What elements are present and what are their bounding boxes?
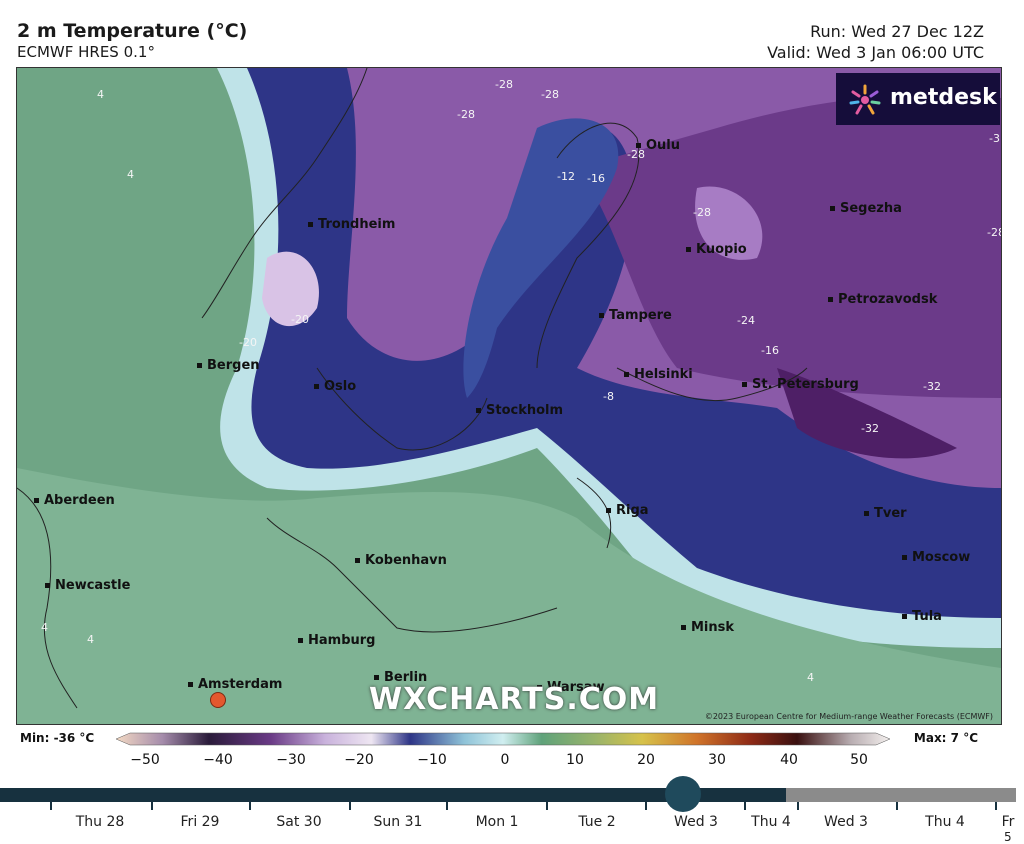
contour-label: -16 [761, 344, 779, 357]
city-petrozavodsk: Petrozavodsk [828, 292, 937, 307]
timeline-progress[interactable] [0, 788, 786, 802]
min-label: Min: -36 °C [20, 731, 95, 745]
run-time: Run: Wed 27 Dec 12Z [810, 22, 984, 41]
city-bergen: Bergen [197, 358, 260, 373]
contour-label: -24 [737, 314, 755, 327]
timeline-day-label[interactable]: Thu 4 [925, 814, 965, 830]
timeline-day-label[interactable]: Fri 29 [180, 814, 220, 830]
colorbar: Min: -36 °C [16, 728, 1000, 774]
timeline-mark [896, 802, 898, 810]
colorbar-tick: 20 [637, 752, 655, 768]
timeline-day-label-trailing: 5 [1004, 830, 1012, 844]
timeline-day-label[interactable]: Tue 2 [578, 814, 616, 830]
timeline-mark [249, 802, 251, 810]
colorbar-tick: −10 [417, 752, 447, 768]
timeline-mark [797, 802, 799, 810]
city-kuopio: Kuopio [686, 242, 747, 257]
timeline-remaining[interactable] [786, 788, 1016, 802]
timeline-mark [645, 802, 647, 810]
contour-label: 4 [87, 633, 94, 646]
contour-label: 4 [807, 671, 814, 684]
timeline-day-label[interactable]: Wed 3 [824, 814, 868, 830]
timeline-day-label[interactable]: Thu 4 [751, 814, 791, 830]
contour-label: -3 [989, 132, 1000, 145]
contour-label: -28 [457, 108, 475, 121]
city-kobenhavn: Kobenhavn [355, 553, 447, 568]
timeline-day-label[interactable]: Fr [1001, 814, 1015, 830]
city-st-petersburg: St. Petersburg [742, 377, 859, 392]
chart-frame: 2 m Temperature (°C) ECMWF HRES 0.1° Run… [16, 20, 1002, 774]
city-berlin: Berlin [374, 670, 427, 685]
city-moscow: Moscow [902, 550, 970, 565]
contour-label: -20 [291, 313, 309, 326]
wxcharts-watermark: WXCHARTS.COM [369, 682, 660, 717]
city-segezha: Segezha [830, 201, 902, 216]
contour-label: -16 [587, 172, 605, 185]
contour-label: -32 [923, 380, 941, 393]
city-oulu: Oulu [636, 138, 680, 153]
city-trondheim: Trondheim [308, 217, 395, 232]
colorbar-tick: 10 [566, 752, 584, 768]
colorbar-tick: −40 [203, 752, 233, 768]
timeline-mark [151, 802, 153, 810]
metdesk-logo: metdesk [836, 73, 1000, 125]
timeline-mark [50, 802, 52, 810]
timeline-day-label[interactable]: Sun 31 [373, 814, 423, 830]
timeline-slider[interactable]: Thu 28 Fri 29 Sat 30 Sun 31 Mon 1 Tue 2 … [0, 776, 1024, 844]
colorbar-tick: −50 [130, 752, 160, 768]
city-warsaw: Warsaw [537, 680, 605, 695]
city-hamburg: Hamburg [298, 633, 375, 648]
contour-label: -32 [861, 422, 879, 435]
max-label: Max: 7 °C [913, 731, 978, 745]
timeline-day-label[interactable]: Sat 30 [276, 814, 322, 830]
contour-label: 4 [127, 168, 134, 181]
timeline-mark [995, 802, 997, 810]
city-helsinki: Helsinki [624, 367, 693, 382]
colorbar-tick: −20 [344, 752, 374, 768]
city-stockholm: Stockholm [476, 403, 563, 418]
timeline-mark [446, 802, 448, 810]
city-oslo: Oslo [314, 379, 356, 394]
contour-label: -28 [495, 78, 513, 91]
contour-label: -28 [693, 206, 711, 219]
timeline-day-label-selected[interactable]: Wed 3 [674, 814, 718, 830]
city-riga: Riga [606, 503, 649, 518]
contour-label: -12 [557, 170, 575, 183]
city-aberdeen: Aberdeen [34, 493, 115, 508]
copyright-text: ©2023 European Centre for Medium-range W… [704, 712, 993, 721]
map-field [17, 68, 1001, 724]
brand-name: metdesk [890, 85, 997, 110]
city-minsk: Minsk [681, 620, 734, 635]
colorbar-tick: 40 [780, 752, 798, 768]
city-tampere: Tampere [599, 308, 672, 323]
model-name: ECMWF HRES 0.1° [17, 43, 155, 61]
timeline-day-label[interactable]: Mon 1 [475, 814, 519, 830]
timeline-day-label[interactable]: Thu 28 [75, 814, 125, 830]
timeline-mark [744, 802, 746, 810]
valid-time: Valid: Wed 3 Jan 06:00 UTC [767, 43, 984, 62]
location-marker[interactable] [210, 692, 226, 708]
contour-label: -28 [541, 88, 559, 101]
city-amsterdam: Amsterdam [188, 677, 282, 692]
contour-label: 4 [97, 88, 104, 101]
timeline-handle[interactable] [665, 776, 701, 812]
metdesk-sunburst-icon [849, 84, 881, 115]
contour-label: -28 [987, 226, 1001, 239]
city-newcastle: Newcastle [45, 578, 130, 593]
temperature-map[interactable]: -28 -28 -28 -28 -12 -16 -28 -20 -20 -28 … [16, 67, 1002, 725]
city-tver: Tver [864, 506, 907, 521]
colorbar-tick: −30 [276, 752, 306, 768]
timeline-mark [349, 802, 351, 810]
colorbar-tick: 0 [500, 752, 510, 768]
colorbar-gradient [115, 732, 891, 746]
city-tula: Tula [902, 609, 942, 624]
colorbar-tick: 30 [708, 752, 726, 768]
timeline-mark [546, 802, 548, 810]
contour-label: -20 [239, 336, 257, 349]
contour-label: -28 [627, 148, 645, 161]
contour-label: -8 [603, 390, 614, 403]
chart-title: 2 m Temperature (°C) [17, 20, 248, 42]
colorbar-tick: 50 [850, 752, 868, 768]
contour-label: 4 [41, 621, 48, 634]
